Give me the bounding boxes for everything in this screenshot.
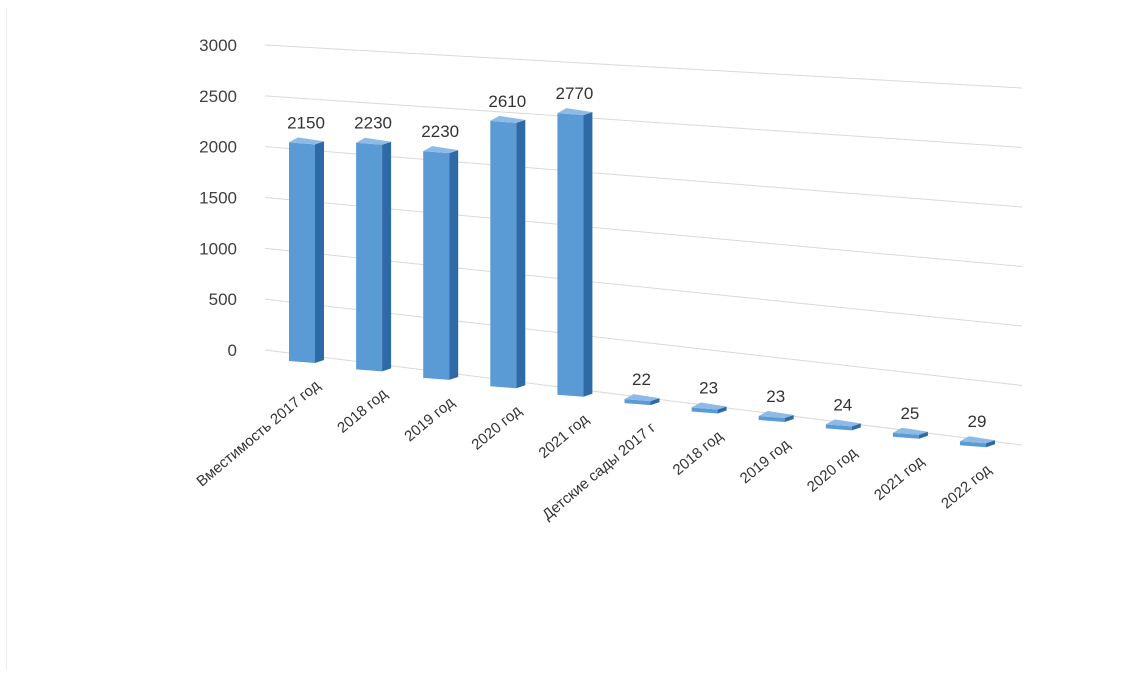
bar-top-face	[356, 137, 392, 145]
y-tick-label: 0	[228, 341, 237, 360]
bar-side-face	[784, 414, 794, 422]
bar-top-face	[892, 427, 928, 435]
bar-front-face	[423, 151, 450, 380]
bar-side-face	[650, 398, 660, 406]
category-label: 2020 год	[804, 444, 861, 495]
y-axis-ticks: 0 500 1000 1500 2000 2500 3000	[199, 36, 237, 360]
bar	[691, 402, 727, 414]
data-label: 22	[632, 370, 651, 389]
data-label: 2150	[287, 113, 325, 132]
data-label: 2230	[421, 122, 459, 141]
bar-top-face	[289, 137, 324, 145]
category-label: 2019 год	[401, 394, 458, 445]
bar-top-face	[825, 419, 861, 427]
data-labels: 2150 2230 2230 2610 2770 22 23 23 24 25 29	[287, 84, 986, 431]
category-label: Вместимость 2017 год	[193, 377, 323, 490]
data-label: 2610	[488, 92, 526, 111]
data-label: 25	[900, 404, 919, 423]
bar	[624, 394, 660, 406]
category-label: 2022 год	[938, 461, 995, 512]
gridline	[264, 247, 1023, 327]
bar	[960, 436, 995, 448]
chart-area: 0 500 1000 1500 2000 2500 3000 2150 2230 2230 261…	[6, 8, 1143, 670]
bar-top-face	[557, 108, 593, 116]
gridlines	[264, 44, 1023, 446]
y-tick-label: 2000	[199, 138, 237, 157]
bar-front-face	[289, 142, 315, 364]
bar-chart-3d: 0 500 1000 1500 2000 2500 3000 2150 2230 2230 261…	[193, 36, 1023, 524]
bar	[892, 427, 928, 439]
bar-side-face	[516, 119, 526, 389]
category-label: 2021 год	[871, 453, 928, 504]
category-label: 2018 год	[670, 427, 727, 478]
bar-front-face	[356, 142, 383, 372]
data-label: 23	[766, 387, 785, 406]
bar-top-face	[691, 402, 727, 410]
category-label: 2020 год	[468, 402, 525, 453]
bar	[490, 115, 526, 389]
bar-front-face	[490, 120, 517, 389]
bar-side-face	[382, 141, 392, 372]
bar	[423, 146, 459, 380]
bar-side-face	[583, 112, 593, 397]
category-label: 2021 год	[536, 411, 593, 462]
bar-side-face	[717, 406, 727, 414]
gridline	[264, 298, 1023, 386]
y-tick-label: 1000	[199, 239, 237, 258]
bars	[289, 108, 995, 448]
category-labels: Вместимость 2017 год 2018 год 2019 год 2020…	[193, 377, 994, 524]
bar-side-face	[918, 431, 928, 439]
category-label: 2019 год	[737, 436, 794, 487]
gridline	[264, 197, 1023, 267]
data-label: 2230	[354, 114, 392, 133]
data-label: 24	[833, 395, 852, 414]
y-tick-label: 1500	[199, 189, 237, 208]
bar-top-face	[423, 146, 459, 154]
bar	[289, 137, 324, 364]
bar-top-face	[758, 410, 794, 418]
gridline	[264, 44, 1023, 89]
y-tick-label: 500	[209, 290, 237, 309]
bar-side-face	[986, 440, 995, 448]
bar	[758, 410, 794, 422]
category-label: 2018 год	[334, 385, 391, 436]
bar-top-face	[624, 394, 660, 402]
bar	[825, 419, 861, 431]
data-label: 23	[699, 379, 718, 398]
gridline	[264, 95, 1023, 148]
data-label: 2770	[555, 84, 593, 103]
bar-side-face	[315, 141, 324, 364]
bar-top-face	[960, 436, 995, 444]
y-tick-label: 3000	[199, 36, 237, 55]
y-tick-label: 2500	[199, 87, 237, 106]
gridline	[264, 146, 1023, 208]
bar-top-face	[490, 115, 526, 123]
bar	[356, 137, 392, 372]
data-label: 29	[968, 412, 987, 431]
bar-side-face	[851, 423, 861, 431]
bar-side-face	[449, 150, 459, 380]
bar-front-face	[557, 113, 584, 397]
bar	[557, 108, 593, 397]
